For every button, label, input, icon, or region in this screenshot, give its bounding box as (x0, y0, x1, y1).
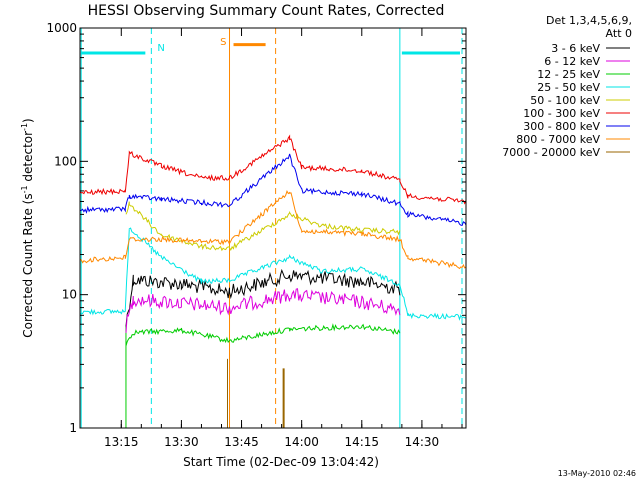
x-tick-label: 14:00 (284, 435, 319, 449)
y-axis-label-main: Corrected Count Rate (s (21, 193, 35, 337)
series-line-50-100keV (125, 201, 401, 252)
axes-layer: 13:15 13:30 13:45 14:00 14:15 14:30 1 10 100 1000 (46, 21, 466, 449)
y-tick-label: 1 (69, 421, 77, 435)
series-line-12-25keV (125, 323, 401, 347)
legend-label: 300 - 800 keV (523, 120, 600, 133)
saa-label: S (220, 37, 226, 48)
y-tick-label: 1000 (46, 21, 77, 35)
legend-label: 12 - 25 keV (537, 68, 600, 81)
y-axis-label: Corrected Count Rate (s-1 detector-1) (20, 118, 35, 337)
legend-label: 3 - 6 keV (551, 42, 600, 55)
x-tick-label: 13:15 (104, 435, 139, 449)
legend-title-line-1: Det 1,3,4,5,6,9, (546, 14, 632, 27)
series-line-3-6keV (125, 268, 401, 327)
y-tick-label: 100 (54, 154, 77, 168)
legend-label: 100 - 300 keV (523, 107, 600, 120)
night-label: N (157, 43, 164, 54)
legend-label: 6 - 12 keV (544, 55, 600, 68)
series-line-100-300keV (79, 134, 467, 205)
x-tick-label: 14:15 (344, 435, 379, 449)
x-tick-label: 13:30 (164, 435, 199, 449)
series-line-800-7000keV (79, 189, 467, 270)
chart-title: HESSI Observing Summary Count Rates, Cor… (88, 3, 445, 19)
y-axis-label-sup2: -1 (20, 123, 29, 131)
series-line-25-50keV (79, 227, 467, 321)
y-axis-label-end: ) (21, 118, 35, 123)
y-axis-label-mid: detector (21, 131, 35, 186)
y-axis-label-sup1: -1 (20, 185, 29, 193)
chart-decorations: NS (80, 28, 463, 428)
series-line-6-12keV (125, 288, 401, 333)
legend-title-line-2: Att 0 (606, 27, 632, 40)
legend-label: 7000 - 20000 keV (502, 146, 600, 159)
x-tick-label: 13:45 (224, 435, 259, 449)
legend-label: 25 - 50 keV (537, 81, 600, 94)
x-tick-label: 14:30 (405, 435, 440, 449)
legend-label: 50 - 100 keV (530, 94, 600, 107)
series-layer (79, 134, 467, 347)
x-axis-label: Start Time (02-Dec-09 13:04:42) (183, 455, 379, 469)
y-tick-label: 10 (62, 288, 77, 302)
series-line-300-800keV (79, 153, 467, 226)
footer-timestamp: 13-May-2010 02:46 (558, 469, 636, 478)
plot-frame (79, 27, 467, 429)
legend-label: 800 - 7000 keV (516, 133, 600, 146)
